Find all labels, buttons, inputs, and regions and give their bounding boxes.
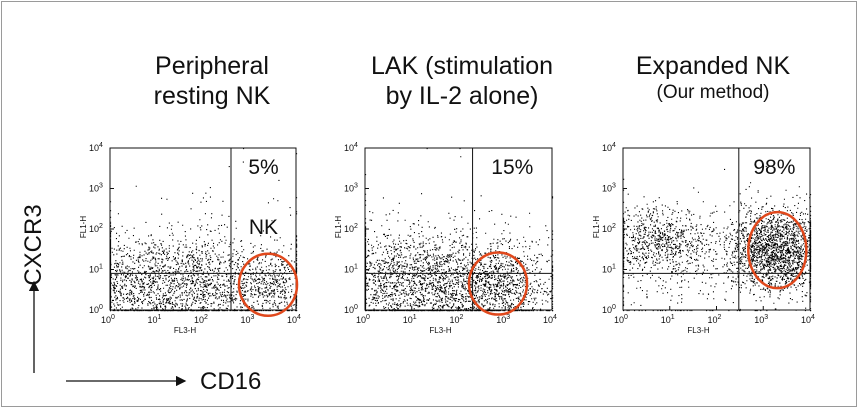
- y-tick-label: 101: [602, 264, 616, 275]
- event-points: [201, 243, 298, 312]
- x-tick-label: 102: [708, 314, 722, 325]
- event-points: [701, 182, 812, 312]
- x-tick-label: 101: [403, 314, 417, 325]
- population-highlight-circle: [237, 252, 299, 318]
- y-tick-label: 101: [89, 264, 103, 275]
- x-tick-label: 101: [148, 314, 162, 325]
- panel-title-line2: (Our method): [656, 81, 770, 103]
- x-axis-channel-label: FL3-H: [429, 326, 451, 335]
- event-points: [623, 165, 812, 312]
- event-dots: [623, 165, 812, 312]
- event-cluster-2: [623, 178, 748, 292]
- y-tick-label: 100: [602, 304, 616, 315]
- y-tick-label: 100: [89, 304, 103, 315]
- x-tick-label: 101: [661, 314, 675, 325]
- panel-title-expanded: Expanded NK (Our method): [603, 52, 823, 104]
- population-highlight-circle: [467, 251, 529, 316]
- x-tick-label: 104: [287, 314, 301, 325]
- gate-percent-label: 15%: [491, 156, 533, 179]
- y-tick-label: 102: [344, 223, 358, 234]
- panel-title-line2: by IL-2 alone): [385, 81, 539, 110]
- y-tick-label: 102: [89, 223, 103, 234]
- y-tick-label: 103: [344, 183, 358, 194]
- y-tick-label: 101: [344, 264, 358, 275]
- panel-title-line1: LAK (stimulation: [370, 52, 554, 80]
- x-tick-label: 100: [356, 314, 370, 325]
- panel-title-line1: Expanded NK: [635, 52, 791, 80]
- x-axis-channel-label: FL3-H: [174, 326, 196, 335]
- x-tick-label: 103: [241, 314, 255, 325]
- panel-title-lak: LAK (stimulation by IL-2 alone): [332, 52, 592, 111]
- event-dots: [365, 148, 554, 312]
- x-tick-label: 102: [450, 314, 464, 325]
- panel-title-line1: Peripheral: [155, 52, 269, 80]
- gate-percent-label: 98%: [753, 156, 795, 179]
- event-points: [418, 230, 554, 312]
- y-tick-label: 103: [602, 183, 616, 194]
- gate-percent-label: 5%: [248, 156, 278, 179]
- y-axis-channel-label: FL1-H: [592, 216, 601, 238]
- gate-population-label: NK: [249, 216, 278, 239]
- x-tick-label: 100: [101, 314, 115, 325]
- event-cluster-1: [701, 182, 812, 312]
- x-tick-label: 104: [801, 314, 815, 325]
- event-cluster-2: [418, 230, 554, 312]
- x-tick-label: 100: [614, 314, 628, 325]
- y-tick-label: 104: [89, 142, 103, 153]
- x-tick-label: 104: [543, 314, 557, 325]
- event-points: [110, 200, 298, 312]
- y-tick-label: 103: [89, 183, 103, 194]
- x-tick-label: 103: [754, 314, 768, 325]
- y-axis-channel-label: FL1-H: [334, 216, 343, 238]
- event-cluster-3: [365, 219, 549, 312]
- x-tick-label: 102: [194, 314, 208, 325]
- event-cluster-1: [110, 200, 298, 312]
- population-highlight-circle: [747, 210, 808, 290]
- x-tick-label: 103: [496, 314, 510, 325]
- panel-title-line2: resting NK: [153, 81, 271, 110]
- y-tick-label: 100: [344, 304, 358, 315]
- event-cluster-3: [623, 165, 812, 312]
- x-axis-label: CD16: [200, 368, 262, 395]
- event-dots: [110, 148, 298, 312]
- event-points: [623, 178, 748, 292]
- event-cluster-2: [201, 243, 298, 312]
- event-cluster-1: [365, 196, 554, 312]
- event-points: [365, 196, 554, 312]
- y-axis-channel-label: FL1-H: [79, 216, 88, 238]
- event-points: [623, 215, 812, 312]
- panel-title-peripheral: Peripheral resting NK: [82, 52, 342, 111]
- y-tick-label: 104: [602, 142, 616, 153]
- x-axis-channel-label: FL3-H: [687, 326, 709, 335]
- event-points: [365, 219, 549, 312]
- event-cluster-4: [623, 215, 812, 312]
- y-tick-label: 102: [602, 223, 616, 234]
- y-tick-label: 104: [344, 142, 358, 153]
